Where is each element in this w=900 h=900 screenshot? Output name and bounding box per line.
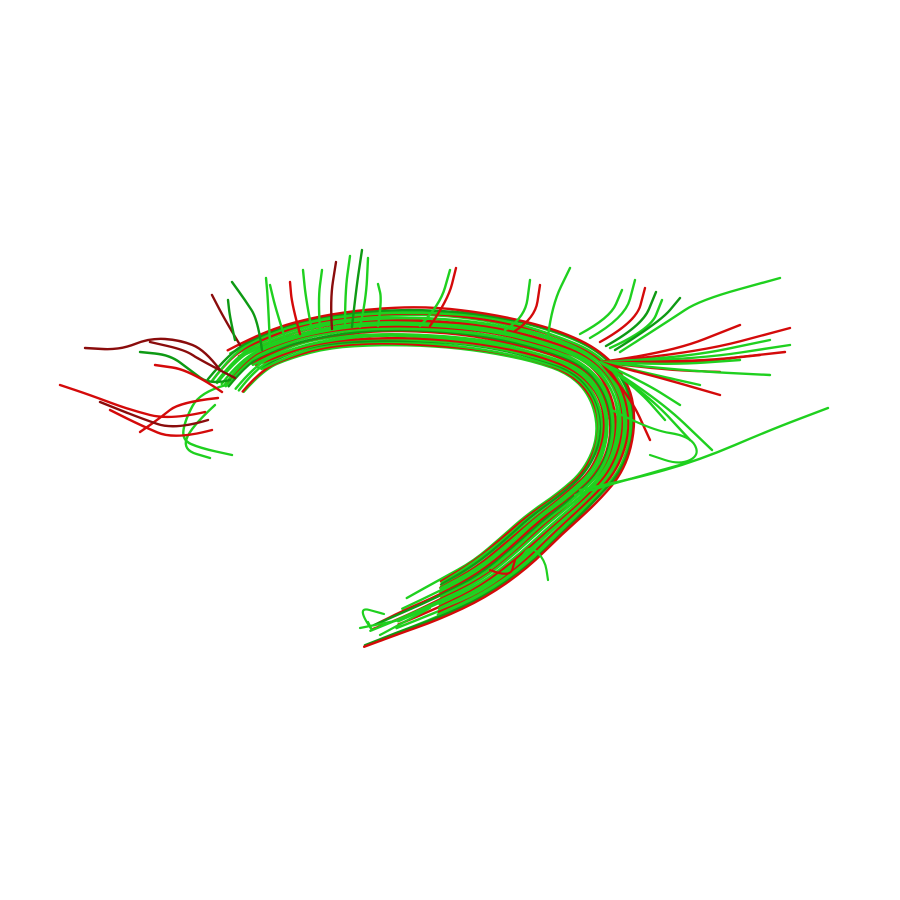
fiber-projection — [376, 282, 382, 328]
fiber-projection — [330, 260, 338, 331]
fiber-projection — [608, 298, 664, 350]
fiber-projection — [288, 280, 302, 336]
fiber-loop — [488, 558, 517, 575]
fiber-projection — [264, 276, 272, 347]
fiber-projection — [317, 268, 324, 332]
fiber-projection — [503, 278, 532, 332]
fiber-projection — [350, 248, 364, 329]
fiber-projection — [578, 288, 624, 336]
fiber-hook — [226, 298, 237, 342]
fiber-projection — [588, 278, 637, 340]
fiber-loop — [610, 408, 698, 464]
fiber-strand — [246, 327, 614, 598]
fiber-strand — [358, 618, 402, 630]
fiber-fan — [598, 360, 722, 397]
fiber-hook — [153, 363, 224, 394]
fiber-loop — [498, 547, 550, 582]
fiber-hook — [182, 383, 234, 457]
fiber-projection — [598, 286, 647, 344]
fiber-strand — [227, 328, 613, 627]
fiber-projection — [546, 266, 572, 338]
fiber-hook — [108, 408, 214, 437]
fiber-projection — [513, 283, 542, 333]
fiber-projection — [230, 280, 264, 352]
fiber-projection — [613, 296, 682, 352]
fiber-fan — [598, 360, 772, 377]
fiber-projection — [604, 290, 658, 348]
fiber-hook — [148, 340, 237, 380]
fiber-strand — [257, 339, 603, 586]
fiber-hook — [184, 403, 217, 460]
fiber-hook — [83, 337, 222, 372]
fiber-projection — [618, 276, 782, 354]
fiber-fan — [598, 360, 714, 452]
fiber-strand — [239, 319, 623, 606]
fiber-projection — [301, 268, 314, 333]
fiber-projection — [418, 268, 452, 328]
fiber-projection — [268, 283, 287, 340]
fiber-hook — [210, 293, 242, 347]
fiber-strand — [241, 342, 600, 583]
fiber-fan — [598, 360, 652, 442]
fiber-projection — [358, 256, 370, 329]
fiber-strand — [378, 606, 432, 637]
fiber-projection — [343, 254, 352, 330]
fiber-fan — [598, 360, 682, 407]
fiber-hook — [58, 383, 207, 419]
fiber-hook — [98, 400, 210, 428]
fiber-bundle — [58, 248, 830, 648]
fiber-strand — [250, 333, 609, 594]
fiber-projection — [428, 266, 458, 328]
fiber-branch — [573, 460, 692, 497]
fiber-hook — [138, 350, 232, 384]
